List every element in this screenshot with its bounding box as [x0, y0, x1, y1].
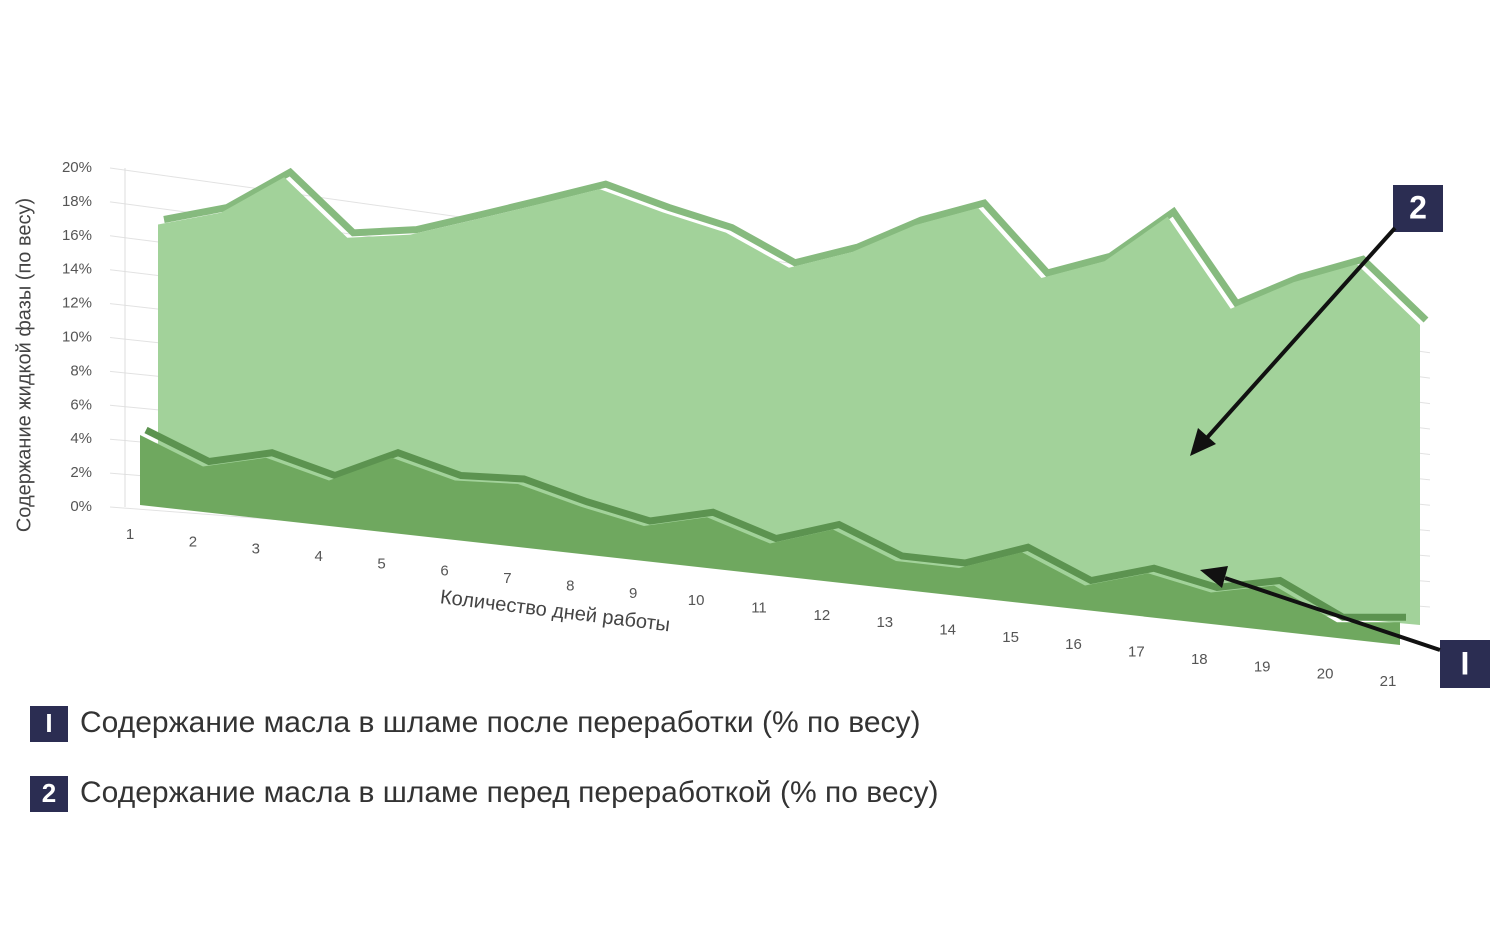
x-tick-label: 13: [876, 614, 893, 631]
annotation-badge: [1440, 640, 1490, 688]
x-tick-label: 7: [503, 570, 511, 587]
y-tick-label: 10%: [62, 328, 92, 345]
legend-label: Содержание масла в шламе после переработ…: [80, 706, 921, 739]
y-tick-label: 18%: [62, 193, 92, 210]
annotation-arrow: [1224, 576, 1441, 652]
x-tick-label: 14: [939, 622, 956, 639]
area-edge: [144, 426, 1406, 621]
y-tick-label: 12%: [62, 295, 92, 312]
x-tick-label: 12: [814, 607, 831, 624]
annotation-arrow: [1203, 226, 1397, 442]
legend-label: Содержание масла в шламе перед переработ…: [80, 776, 939, 809]
y-tick-label: 0%: [70, 498, 92, 515]
annotation-badge: [1393, 185, 1443, 232]
y-tick-label: 6%: [70, 396, 92, 413]
x-tick-label: 2: [189, 533, 197, 550]
legend-swatch: [30, 776, 68, 812]
annotation-label: 2: [1409, 189, 1427, 225]
x-tick-label: 21: [1380, 673, 1397, 690]
x-tick-label: 5: [377, 555, 385, 572]
x-tick-label: 17: [1128, 644, 1145, 661]
y-tick-label: 16%: [62, 227, 92, 244]
x-tick-label: 9: [629, 585, 637, 602]
x-tick-label: 11: [751, 599, 767, 616]
arrow-head: [1200, 566, 1228, 588]
x-tick-label: 1: [126, 526, 134, 543]
y-axis-title: Содержание жидкой фазы (по весу): [13, 198, 35, 532]
x-tick-label: 3: [252, 541, 260, 558]
legend-badge: I: [45, 708, 52, 738]
x-tick-label: 16: [1065, 636, 1082, 653]
y-tick-label: 20%: [62, 159, 92, 176]
legend-swatch: [30, 706, 68, 742]
y-tick-label: 8%: [70, 362, 92, 379]
annotation-label: I: [1461, 645, 1470, 681]
y-tick-label: 14%: [62, 261, 92, 278]
arrow-head: [1190, 428, 1216, 456]
x-tick-label: 8: [566, 577, 574, 594]
x-tick-label: 4: [315, 548, 323, 565]
legend-badge: 2: [42, 778, 56, 808]
x-tick-label: 18: [1191, 651, 1208, 668]
x-tick-label: 19: [1254, 658, 1271, 675]
y-tick-label: 4%: [70, 430, 92, 447]
y-tick-label: 2%: [70, 464, 92, 481]
area-edge: [163, 167, 1429, 323]
x-tick-label: 15: [1002, 629, 1019, 646]
x-tick-label: 6: [440, 563, 448, 580]
x-tick-label: 10: [688, 592, 705, 609]
area: [140, 435, 1400, 645]
x-tick-label: 20: [1317, 666, 1334, 683]
